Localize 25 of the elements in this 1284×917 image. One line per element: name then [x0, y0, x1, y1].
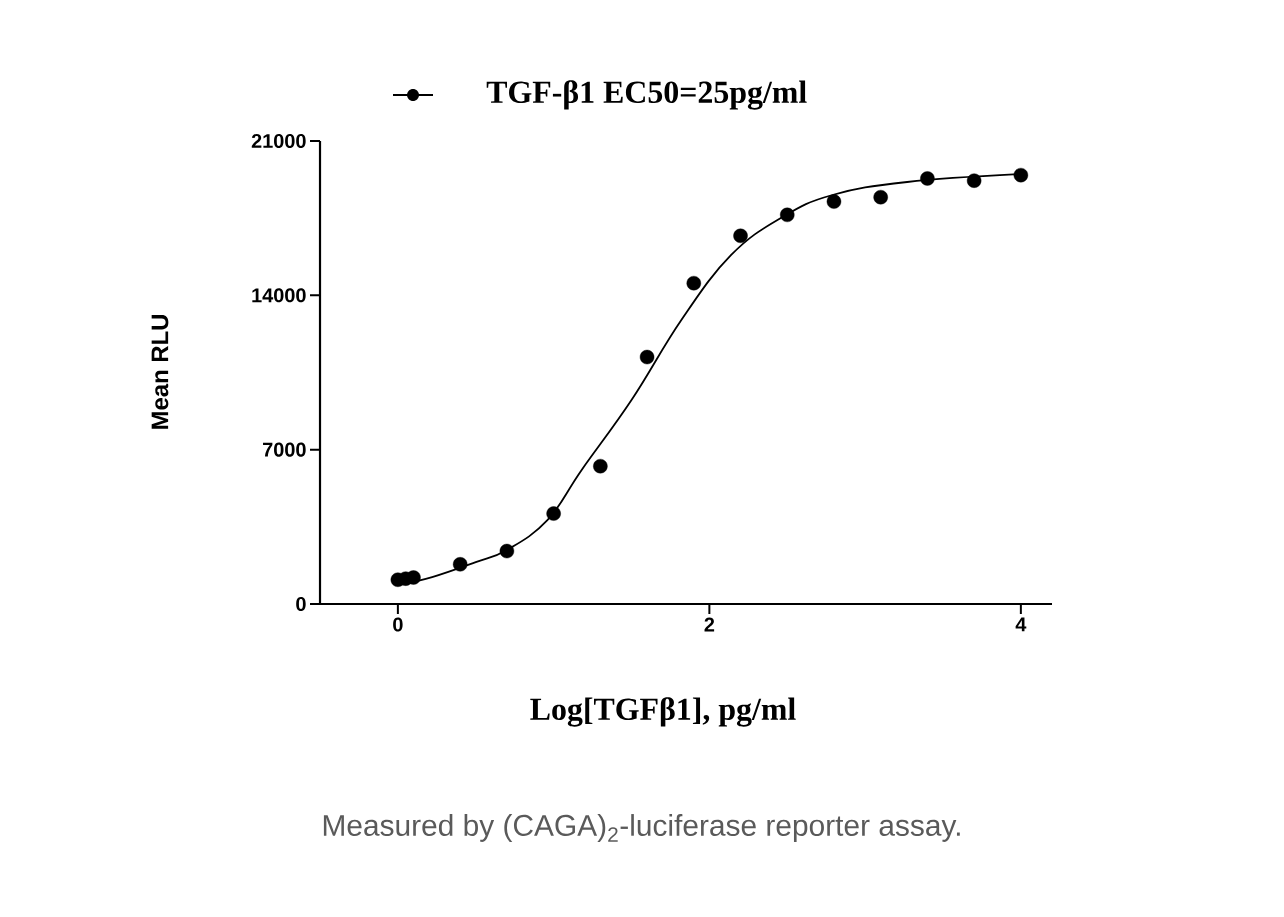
y-tick-label: 7000 [263, 442, 306, 457]
point [1013, 167, 1029, 183]
point [966, 173, 982, 188]
point [546, 506, 561, 521]
x-axis-title: Log[TGFβ1], pg/ml [530, 697, 796, 727]
legend-label: TGF-β1 EC50=25pg/ml [486, 80, 807, 110]
x-tick-label: 4 [1015, 617, 1027, 632]
point [499, 543, 515, 559]
x-tick-label: 2 [704, 617, 715, 632]
point [780, 207, 795, 223]
point [406, 570, 421, 585]
x-tick-label: 0 [393, 617, 403, 632]
point [826, 194, 842, 209]
point [639, 349, 655, 365]
point [920, 171, 935, 186]
point [593, 458, 608, 474]
y-tick-label: 21000 [251, 133, 306, 149]
y-tick-label: 14000 [252, 288, 306, 303]
point [733, 228, 748, 243]
text: Measured by (CAGA)$_{2}$-luciferase reporter assay. [323, 814, 960, 842]
point [452, 557, 468, 572]
point [686, 275, 701, 291]
point [873, 190, 888, 205]
y-tick-label: 0 [296, 596, 306, 612]
y-axis-title: Mean RLU [151, 315, 169, 429]
